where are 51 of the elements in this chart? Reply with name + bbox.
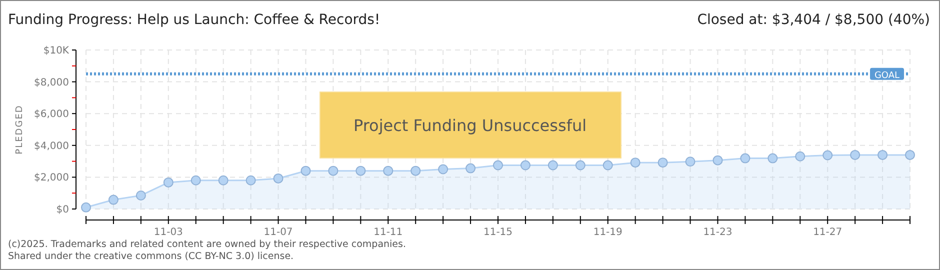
x-tick-label: 11-23: [703, 227, 732, 238]
text: (c)2025. Trademarks and related content are owned by their respective companies.: [8, 239, 406, 250]
point: [795, 151, 806, 162]
y-tick-label: $6,000: [34, 109, 69, 120]
x-tick-label: 11-03: [154, 227, 183, 238]
y-tick-label: $8,000: [34, 77, 69, 88]
point: [685, 156, 696, 167]
point: [300, 166, 311, 176]
point: [712, 155, 723, 166]
text: Shared under the creative commons (CC BY-NC 3.0) license.: [8, 251, 294, 262]
x-tick-label: 11-11: [374, 227, 403, 238]
y-axis-title: PLEDGED: [15, 104, 25, 154]
y-tick-label: $2,000: [34, 172, 69, 184]
point: [246, 175, 256, 186]
x-tick-label: 11-27: [813, 227, 842, 238]
point: [190, 175, 201, 186]
y-tick-label: $4,000: [34, 140, 69, 152]
point: [108, 194, 118, 205]
point: [740, 153, 750, 164]
point: [493, 160, 503, 170]
point: [575, 160, 586, 170]
point: [383, 166, 394, 176]
annotation: Project Funding Unsuccessful: [353, 116, 587, 135]
point: [850, 150, 860, 160]
ref-line-label: GOAL: [874, 70, 900, 81]
point: [878, 150, 888, 160]
point: [410, 166, 421, 176]
point: [273, 173, 284, 184]
y-tick-label: $0: [56, 204, 69, 216]
point: [602, 160, 613, 170]
point: [438, 164, 448, 174]
point: [658, 158, 668, 168]
point: [328, 166, 338, 176]
point: [768, 153, 778, 164]
x-tick-label: 11-15: [483, 227, 513, 238]
point: [548, 160, 558, 170]
point: [136, 190, 146, 200]
point: [356, 166, 366, 176]
y-tick-label: $10K: [43, 46, 70, 56]
x-tick-label: 11-07: [264, 227, 293, 238]
point: [822, 150, 833, 160]
point: [81, 202, 91, 212]
point: [163, 177, 174, 188]
point: [630, 158, 640, 168]
point: [520, 160, 530, 170]
x-tick-label: 11-19: [593, 227, 622, 238]
chart-title: Funding Progress: Help us Launch: Coffee & Records!: [8, 12, 380, 28]
point: [466, 163, 476, 174]
text: Closed at: $3,404 / $8,500 (40%): [697, 12, 930, 28]
point: [905, 150, 915, 160]
point: [218, 175, 228, 186]
